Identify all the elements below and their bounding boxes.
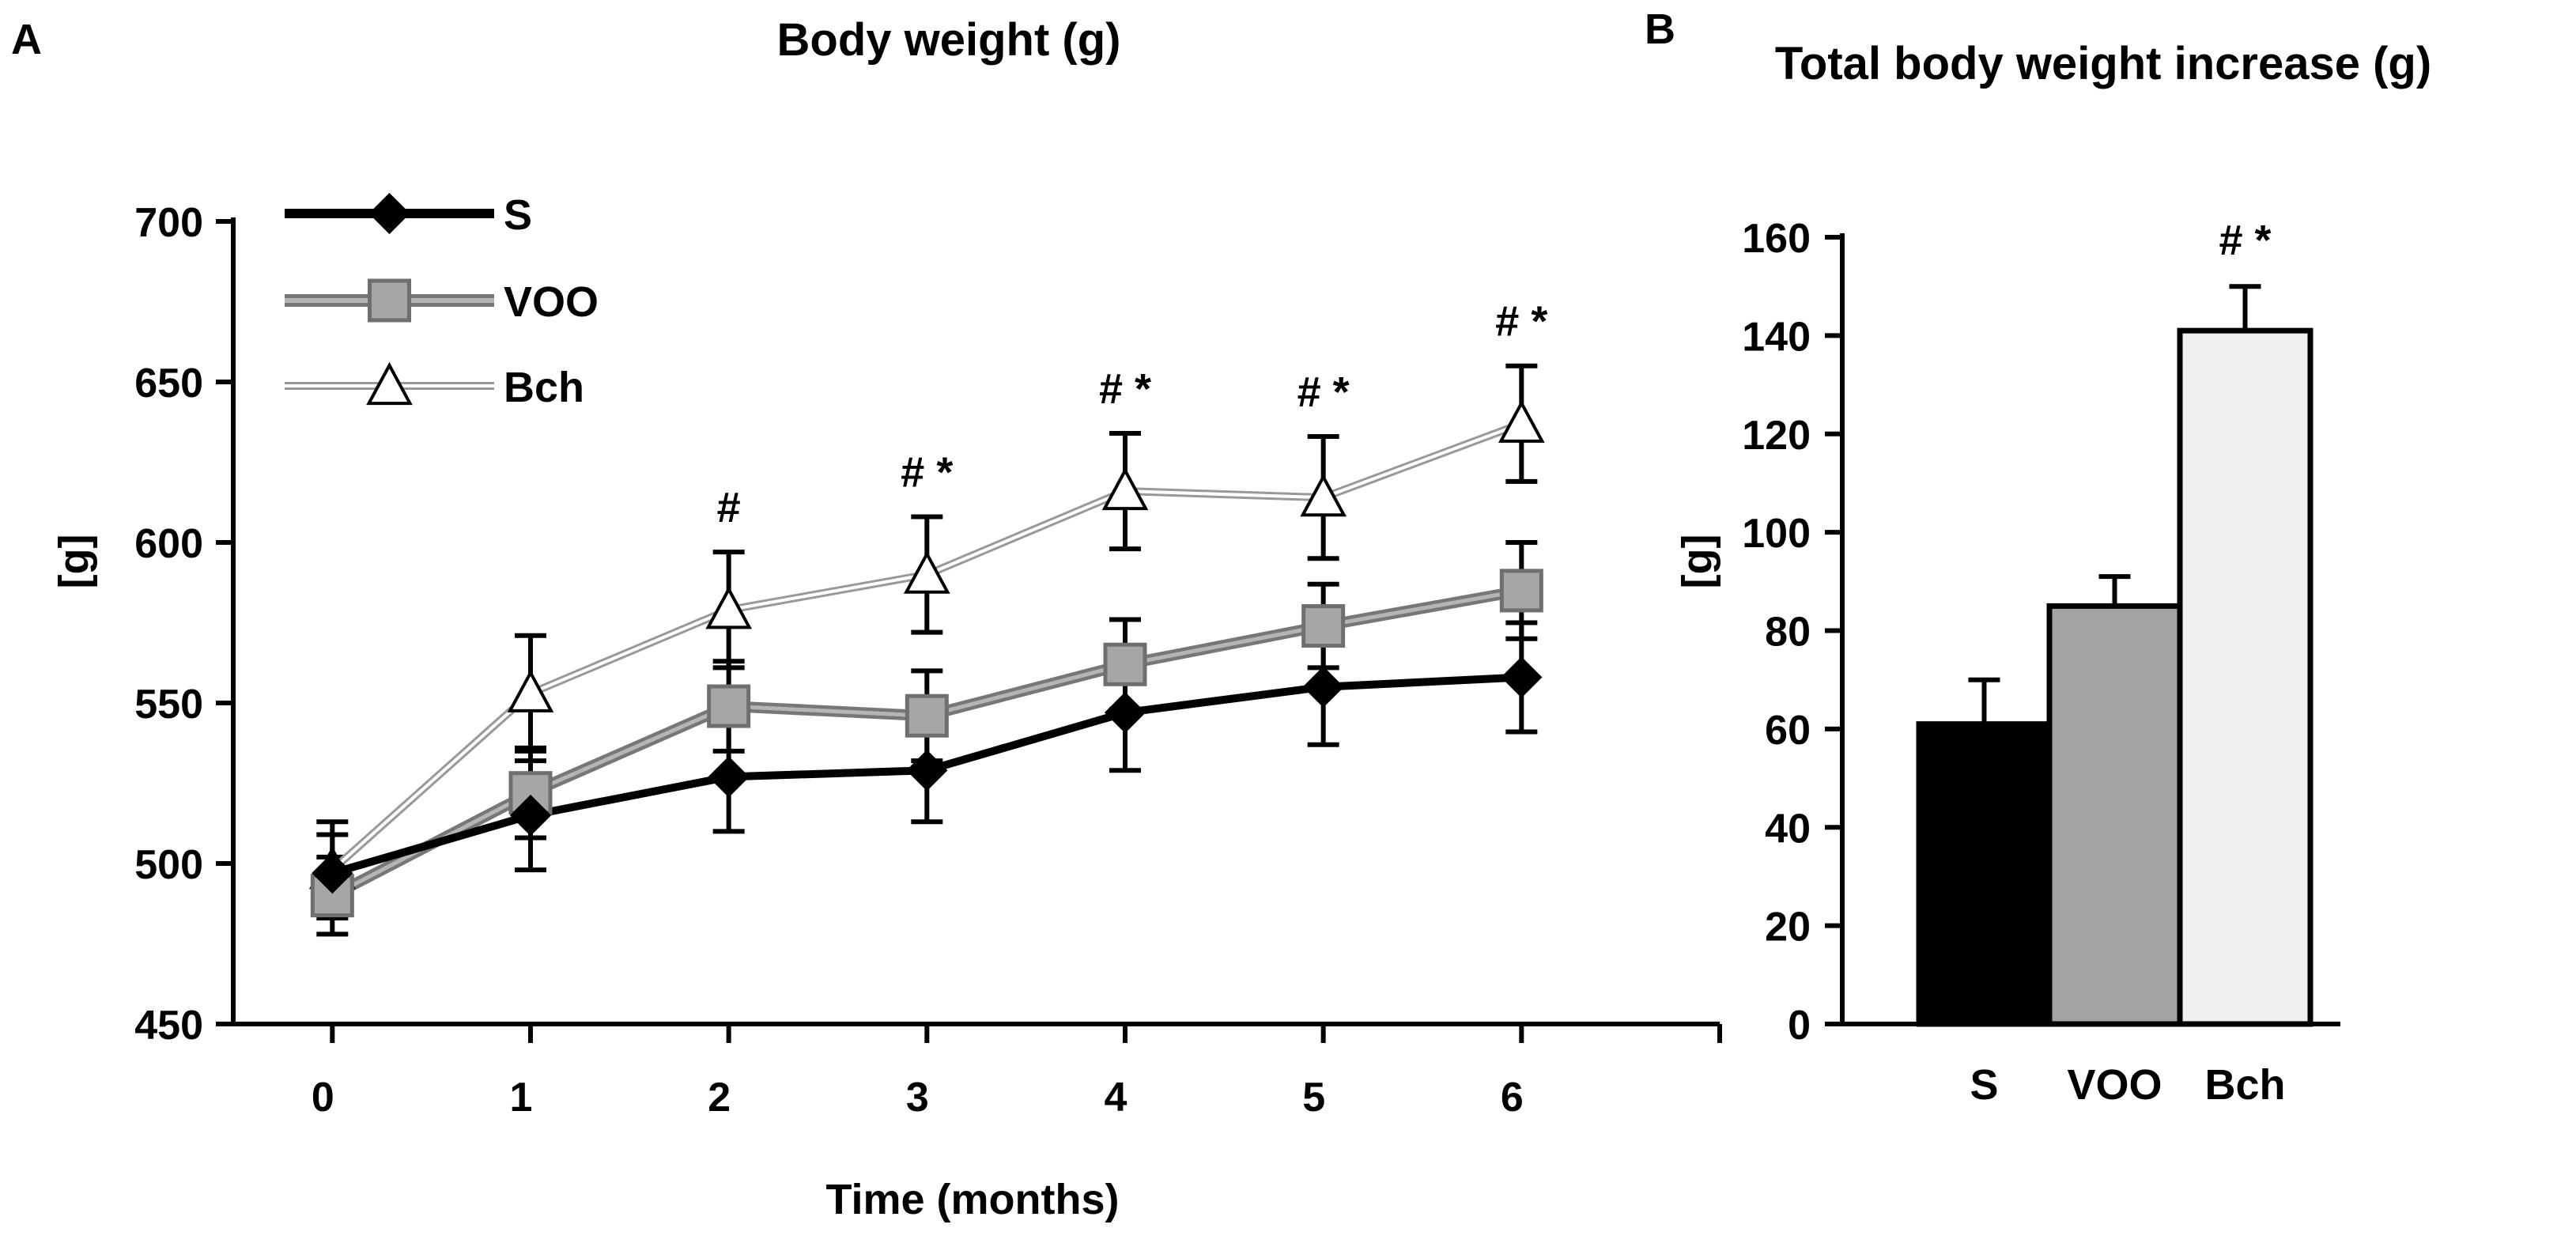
chart-b-title: Total body weight increase (g) [1775, 38, 2431, 89]
x-tick-label: 0 [312, 1075, 334, 1120]
x-tick-label: 2 [708, 1075, 731, 1120]
y-tick-label: 140 [1742, 314, 1811, 360]
bar-VOO [2046, 603, 2183, 1027]
significance-label: # * [1495, 298, 1547, 346]
significance-label: # * [1099, 365, 1151, 413]
legend-marker-VOO [368, 278, 411, 323]
x-tick-label: 6 [1501, 1075, 1524, 1120]
bar-S [1916, 721, 2053, 1027]
data-point-S [509, 794, 552, 837]
data-point-Bch [1498, 399, 1545, 443]
y-tick-label: 650 [134, 361, 203, 406]
data-point-Bch [705, 586, 753, 629]
x-tick-label: 5 [1302, 1075, 1325, 1120]
data-point-VOO [707, 684, 751, 728]
legend-label-Bch: Bch [504, 364, 584, 411]
legend-label-S: S [504, 191, 532, 239]
y-tick-label: 550 [134, 682, 203, 727]
data-point-S [1104, 692, 1146, 734]
x-tick-label: 3 [906, 1075, 929, 1120]
legend-label-VOO: VOO [504, 278, 599, 326]
y-tick-label: 600 [134, 521, 203, 567]
chart-a-ylabel: [g] [51, 535, 98, 589]
y-tick-label: 80 [1765, 610, 1811, 656]
chart-a-title: Body weight (g) [777, 14, 1121, 66]
y-tick-label: 120 [1742, 413, 1811, 459]
data-point-Bch [1300, 473, 1347, 517]
significance-label: # * [2219, 217, 2271, 264]
significance-label: # * [1297, 368, 1350, 416]
data-point-VOO [905, 693, 949, 738]
x-tick-label: 1 [510, 1075, 533, 1120]
significance-label: # * [901, 449, 953, 497]
data-point-S [906, 750, 948, 792]
data-point-S [1501, 656, 1543, 698]
y-tick-label: 450 [134, 1003, 203, 1049]
chart-a-plot: 450 500 550 600 650 700 0 1 2 3 4 5 6 # # * # * # * # * [134, 200, 1722, 1120]
significance-label: # [717, 484, 741, 531]
x-tick-label: VOO [2067, 1061, 2162, 1109]
chart-b-ylabel: [g] [1674, 535, 1721, 589]
data-point-VOO [1103, 642, 1147, 686]
y-tick-label: 0 [1788, 1003, 1811, 1049]
y-tick-label: 20 [1765, 905, 1811, 950]
data-point-Bch [903, 550, 950, 594]
x-tick-label: Bch [2204, 1061, 2285, 1109]
data-point-VOO [1301, 604, 1346, 648]
x-tick-label: S [1970, 1061, 1998, 1109]
bar-Bch [2177, 327, 2313, 1027]
data-point-S [312, 852, 353, 894]
y-tick-label: 60 [1765, 708, 1811, 754]
y-tick-label: 700 [134, 200, 203, 246]
data-point-VOO [1499, 569, 1543, 613]
chart-a-xlabel: Time (months) [825, 1176, 1119, 1223]
y-tick-label: 500 [134, 842, 203, 888]
data-point-Bch [507, 669, 554, 712]
panel-b-label: B [1645, 6, 1675, 53]
panel-a-label: A [11, 16, 42, 63]
legend-marker-S [368, 192, 410, 235]
data-point-S [1302, 666, 1344, 708]
chart-a-legend: S VOO Bch [285, 191, 599, 411]
data-point-S [708, 756, 750, 798]
chart-b-plot: 0 20 40 60 80 100 120 140 160 S VOO Bch # * [1742, 216, 2340, 1109]
data-point-Bch [1101, 467, 1149, 511]
legend-marker-Bch [366, 361, 413, 406]
y-tick-label: 100 [1742, 511, 1811, 557]
y-tick-label: 160 [1742, 216, 1811, 262]
x-tick-label: 4 [1105, 1075, 1127, 1120]
y-tick-label: 40 [1765, 806, 1811, 852]
